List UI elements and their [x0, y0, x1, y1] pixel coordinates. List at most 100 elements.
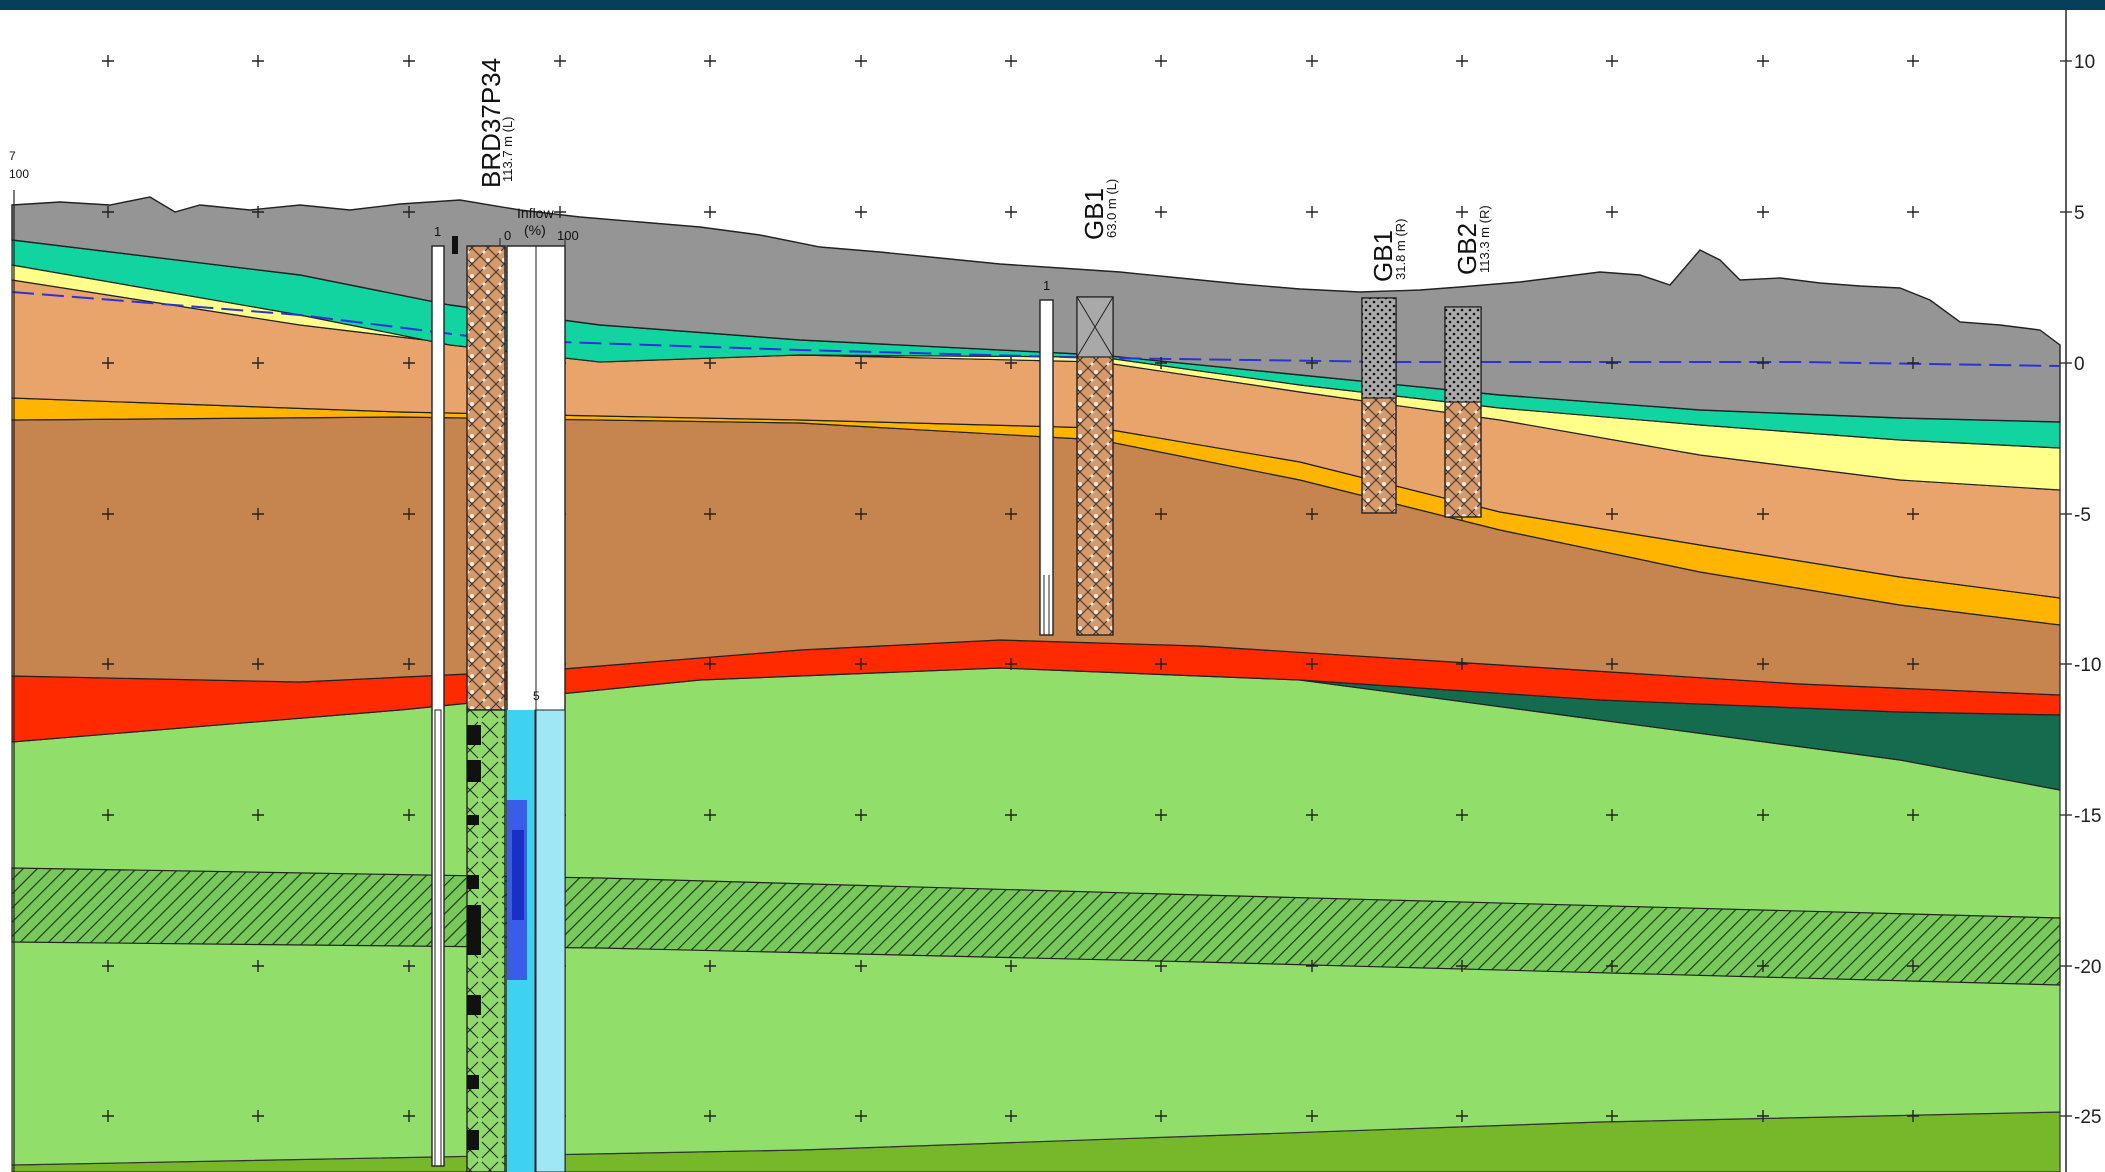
grid-cross: [1306, 508, 1318, 520]
grid-cross: [252, 55, 264, 67]
grid-cross: [102, 960, 114, 972]
grid-cross: [102, 658, 114, 670]
borehole-offset-brd37p34: 113.7 m (L): [500, 116, 515, 182]
grid-cross: [704, 809, 716, 821]
grid-cross: [1456, 206, 1468, 218]
borehole-name-brd37p34: BRD37P34: [476, 58, 506, 188]
grid-cross: [1907, 1110, 1919, 1122]
grid-cross: [1306, 1110, 1318, 1122]
grid-cross: [1606, 55, 1618, 67]
grid-cross: [1606, 206, 1618, 218]
borehole-offset-gb2-right: 113.3 m (R): [1477, 205, 1492, 273]
grid-cross: [1456, 809, 1468, 821]
inflow-min: 0: [504, 228, 511, 243]
grid-cross: [1456, 960, 1468, 972]
grid-cross: [1757, 658, 1769, 670]
grid-cross: [403, 55, 415, 67]
grid-cross: [704, 1110, 716, 1122]
grid-cross: [855, 508, 867, 520]
grid-cross: [1005, 809, 1017, 821]
grid-cross: [1907, 960, 1919, 972]
grid-cross: [252, 508, 264, 520]
grid-cross: [403, 357, 415, 369]
grid-cross: [1155, 508, 1167, 520]
axis-tick-label: -5: [2074, 505, 2091, 526]
grid-cross: [1456, 1110, 1468, 1122]
grid-cross: [855, 809, 867, 821]
grid-cross: [1907, 809, 1919, 821]
grid-cross: [1306, 960, 1318, 972]
grid-cross: [1907, 206, 1919, 218]
grid-cross: [1306, 658, 1318, 670]
elevation-axis: 10 5 0 -5 -10 -15 -20 -25: [2060, 52, 2101, 1128]
borehole-gb2-right: [1444, 306, 1482, 518]
axis-tick-label: -20: [2074, 957, 2101, 978]
grid-cross: [1306, 357, 1318, 369]
inflow-title: Inflow: [517, 205, 554, 221]
grid-cross: [403, 1110, 415, 1122]
grid-cross: [1005, 960, 1017, 972]
grid-cross: [704, 658, 716, 670]
grid-cross: [704, 508, 716, 520]
grid-cross: [403, 809, 415, 821]
axis-tick-label: 0: [2074, 354, 2085, 375]
grid-cross: [252, 357, 264, 369]
grid-cross: [403, 960, 415, 972]
grid-cross: [855, 1110, 867, 1122]
grid-cross: [1456, 55, 1468, 67]
grid-crosses: [102, 55, 1919, 1122]
grid-cross: [1306, 809, 1318, 821]
grid-cross: [252, 960, 264, 972]
grid-cross: [1757, 960, 1769, 972]
axis-tick-label: 5: [2074, 203, 2085, 224]
grid-cross: [1456, 658, 1468, 670]
water-table-line: [11, 291, 2061, 367]
grid-cross: [1155, 206, 1167, 218]
grid-cross: [252, 809, 264, 821]
column-number-gb1-left: 1: [1043, 278, 1050, 293]
left-edge-label-bottom: 100: [9, 167, 29, 181]
borehole-offset-gb1-left: 63.0 m (L): [1104, 179, 1119, 238]
inflow-mark: 5: [533, 689, 540, 703]
inflow-unit: (%): [524, 222, 546, 238]
grid-cross: [1155, 960, 1167, 972]
grid-cross: [1606, 809, 1618, 821]
grid-cross: [1155, 809, 1167, 821]
grid-cross: [403, 658, 415, 670]
axis-tick-label: -10: [2074, 655, 2101, 676]
grid-cross: [1606, 508, 1618, 520]
grid-cross: [1005, 55, 1017, 67]
borehole-name-gb2-right: GB2: [1452, 223, 1482, 275]
borehole-gb1-left: [1039, 296, 1114, 636]
borehole-brd37p34: [431, 236, 566, 1172]
grid-cross: [1757, 1110, 1769, 1122]
grid-cross: [1907, 508, 1919, 520]
grid-cross: [554, 55, 566, 67]
grid-cross: [855, 55, 867, 67]
grid-cross: [1757, 206, 1769, 218]
borehole-offset-gb1-right: 31.8 m (R): [1393, 219, 1408, 280]
axis-tick-label: 10: [2074, 52, 2095, 73]
grid-cross: [1155, 357, 1167, 369]
grid-cross: [1757, 809, 1769, 821]
borehole-gb1-right: [1361, 297, 1397, 514]
grid-cross: [102, 206, 114, 218]
grid-cross: [1306, 55, 1318, 67]
grid-cross: [1907, 357, 1919, 369]
left-edge-label-top: 7: [9, 149, 16, 163]
grid-cross: [704, 960, 716, 972]
grid-cross: [704, 206, 716, 218]
grid-cross: [1155, 658, 1167, 670]
grid-cross: [252, 1110, 264, 1122]
grid-cross: [1005, 658, 1017, 670]
grid-cross: [102, 809, 114, 821]
grid-cross: [252, 658, 264, 670]
grid-cross: [1606, 658, 1618, 670]
grid-cross: [1606, 357, 1618, 369]
grid-cross: [102, 1110, 114, 1122]
axis-tick-label: -15: [2074, 806, 2101, 827]
grid-cross: [855, 206, 867, 218]
grid-cross: [1155, 55, 1167, 67]
inflow-max: 100: [557, 228, 579, 243]
